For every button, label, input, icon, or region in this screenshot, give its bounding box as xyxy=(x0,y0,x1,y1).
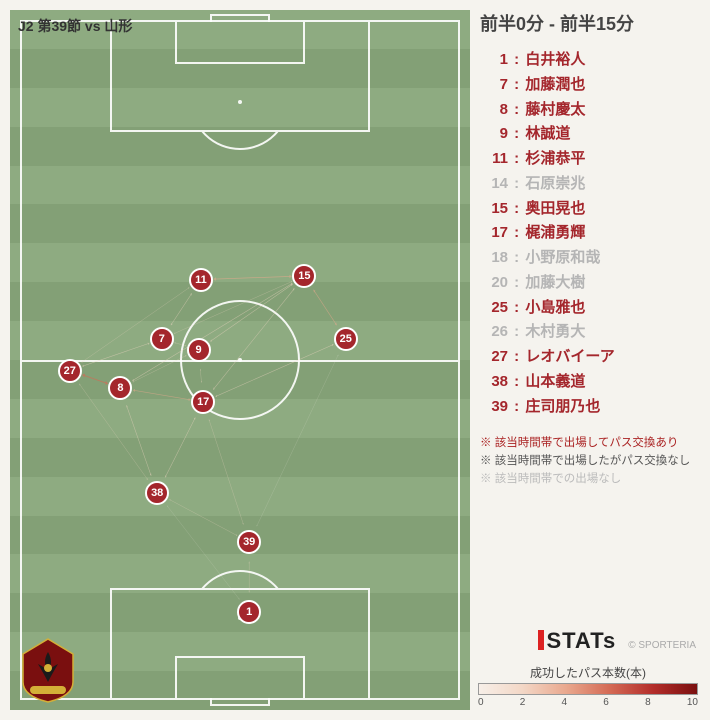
roster-item: 15 : 奥田晃也 xyxy=(480,197,702,222)
roster-item: 8 : 藤村慶太 xyxy=(480,98,702,123)
pass-scale-bar xyxy=(478,683,698,695)
pass-scale: 成功したパス本数(本) 0 2 4 6 8 10 xyxy=(478,664,698,708)
player-marker: 39 xyxy=(237,530,261,554)
player-marker: 15 xyxy=(292,264,316,288)
time-range: 前半0分 - 前半15分 xyxy=(480,10,702,36)
pass-scale-ticks: 0 2 4 6 8 10 xyxy=(478,697,698,708)
match-title: J2 第39節 vs 山形 xyxy=(18,16,132,36)
scale-tick: 10 xyxy=(687,697,698,708)
roster-item: 27 : レオバイーア xyxy=(480,345,702,370)
scale-tick: 4 xyxy=(562,697,568,708)
player-marker: 38 xyxy=(145,481,169,505)
scale-tick: 0 xyxy=(478,697,484,708)
roster-item: 18 : 小野原和哉 xyxy=(480,246,702,271)
team-crest-icon xyxy=(18,634,78,704)
pass-scale-title: 成功したパス本数(本) xyxy=(478,664,698,681)
player-marker: 27 xyxy=(58,359,82,383)
legend-absent: ※ 該当時間帯での出場なし xyxy=(480,471,702,489)
player-roster: 1 : 白井裕人7 : 加藤潤也8 : 藤村慶太9 : 林誠道11 : 杉浦恭平… xyxy=(480,48,702,419)
player-marker: 7 xyxy=(150,327,174,351)
scale-tick: 6 xyxy=(603,697,609,708)
roster-item: 7 : 加藤潤也 xyxy=(480,73,702,98)
scale-tick: 2 xyxy=(520,697,526,708)
legend-active: ※ 該当時間帯で出場してパス交換あり xyxy=(480,435,702,453)
legend: ※ 該当時間帯で出場してパス交換あり ※ 該当時間帯で出場したがパス交換なし ※… xyxy=(480,435,702,488)
roster-item: 25 : 小島雅也 xyxy=(480,296,702,321)
player-marker: 9 xyxy=(187,338,211,362)
roster-item: 20 : 加藤大樹 xyxy=(480,271,702,296)
stats-logo: STATs xyxy=(538,628,616,654)
roster-item: 26 : 木村勇大 xyxy=(480,320,702,345)
legend-present: ※ 該当時間帯で出場したがパス交換なし xyxy=(480,453,702,471)
roster-item: 17 : 梶浦勇輝 xyxy=(480,221,702,246)
scale-tick: 8 xyxy=(645,697,651,708)
roster-item: 38 : 山本義道 xyxy=(480,370,702,395)
roster-item: 11 : 杉浦恭平 xyxy=(480,147,702,172)
brand-row: STATs © SPORTERIA xyxy=(538,628,696,654)
pitch-lines xyxy=(20,20,460,700)
player-marker: 25 xyxy=(334,327,358,351)
player-marker: 11 xyxy=(189,268,213,292)
roster-item: 39 : 庄司朋乃也 xyxy=(480,395,702,420)
roster-item: 14 : 石原崇兆 xyxy=(480,172,702,197)
player-marker: 1 xyxy=(237,600,261,624)
roster-item: 9 : 林誠道 xyxy=(480,122,702,147)
roster-item: 1 : 白井裕人 xyxy=(480,48,702,73)
side-panel: 前半0分 - 前半15分 1 : 白井裕人7 : 加藤潤也8 : 藤村慶太9 :… xyxy=(480,10,702,489)
player-marker: 8 xyxy=(108,376,132,400)
copyright: © SPORTERIA xyxy=(628,640,696,651)
player-marker: 17 xyxy=(191,390,215,414)
pitch: J2 第39節 vs 山形 178911151725273839 xyxy=(10,10,470,710)
